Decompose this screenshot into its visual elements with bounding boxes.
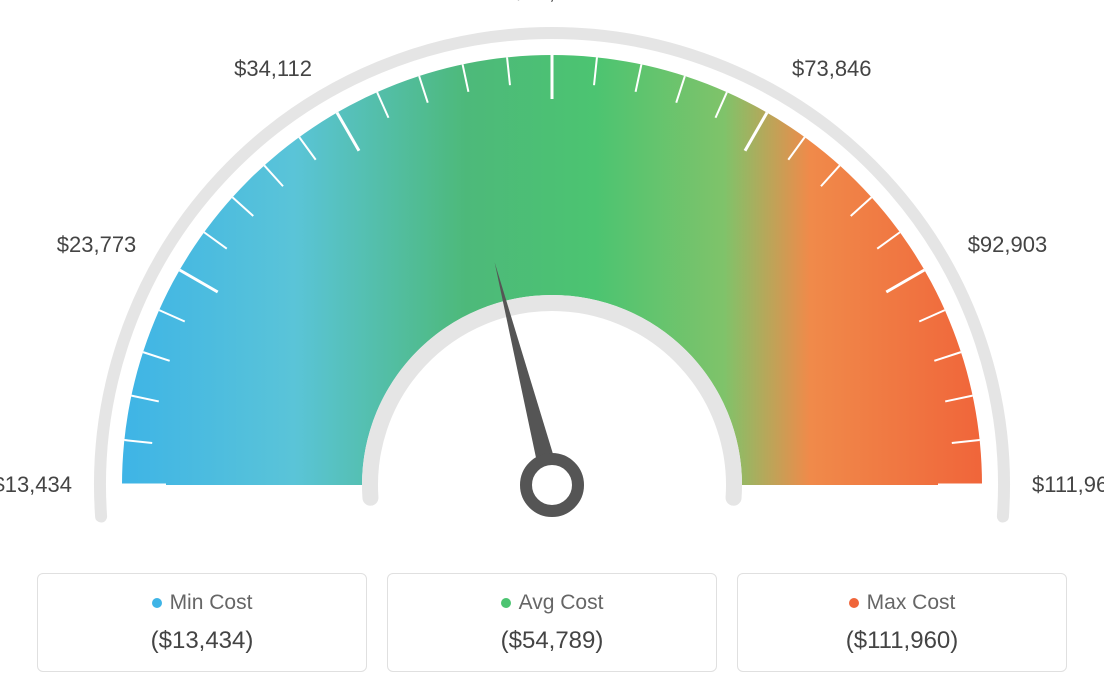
gauge-svg <box>62 5 1042 525</box>
legend-label-min: Min Cost <box>152 592 253 613</box>
scale-label: $54,789 <box>512 0 592 5</box>
scale-label: $92,903 <box>968 232 1048 258</box>
legend-value-max: ($111,960) <box>748 627 1056 655</box>
scale-label: $13,434 <box>0 472 72 498</box>
legend-value-min: ($13,434) <box>48 627 356 655</box>
legend-label-text: Max Cost <box>867 592 956 613</box>
scale-label: $111,960 <box>1032 472 1104 498</box>
legend-value-avg: ($54,789) <box>398 627 706 655</box>
scale-label: $23,773 <box>57 232 137 258</box>
dot-icon <box>152 598 162 608</box>
dot-icon <box>849 598 859 608</box>
cost-gauge-chart: $13,434 $23,773 $34,112 $54,789 $73,846 $92,9… <box>0 0 1104 690</box>
legend-label-text: Avg Cost <box>519 592 604 613</box>
legend-card-avg: Avg Cost ($54,789) <box>387 573 717 672</box>
scale-label: $34,112 <box>234 56 312 82</box>
legend-label-max: Max Cost <box>849 592 956 613</box>
legend-label-text: Min Cost <box>170 592 253 613</box>
dot-icon <box>501 598 511 608</box>
legend-card-max: Max Cost ($111,960) <box>737 573 1067 672</box>
legend-label-avg: Avg Cost <box>501 592 604 613</box>
legend-card-min: Min Cost ($13,434) <box>37 573 367 672</box>
legend-row: Min Cost ($13,434) Avg Cost ($54,789) Ma… <box>0 573 1104 672</box>
gauge-area: $13,434 $23,773 $34,112 $54,789 $73,846 $92,9… <box>0 0 1104 530</box>
scale-label: $73,846 <box>792 56 872 82</box>
